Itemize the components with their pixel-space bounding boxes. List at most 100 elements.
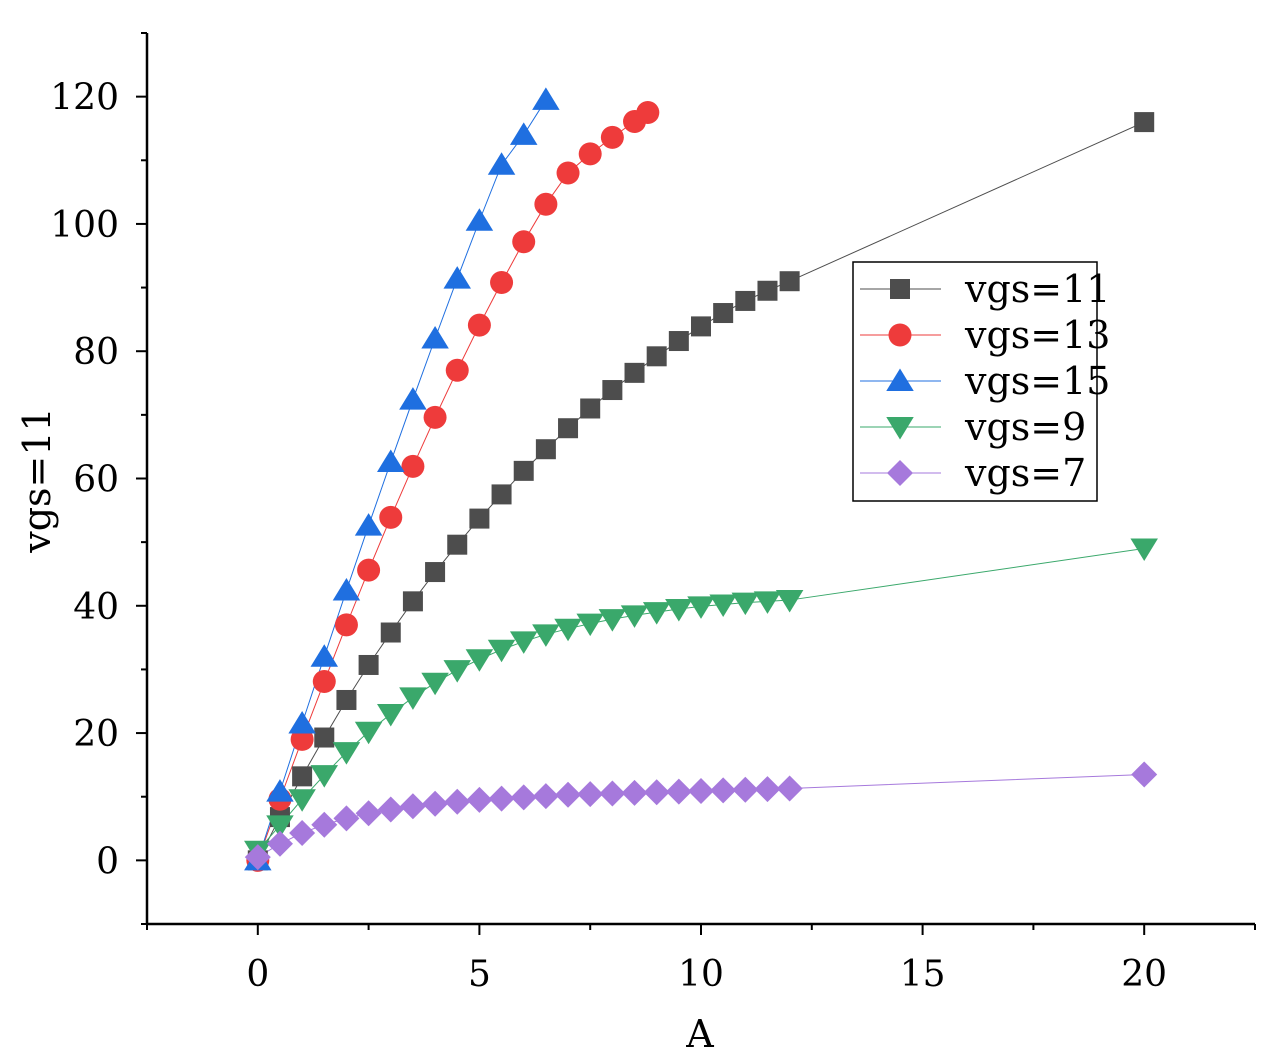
data-point-5 — [444, 788, 471, 815]
x-axis-title: A — [685, 1012, 714, 1056]
data-point-1 — [646, 346, 667, 367]
legend-marker — [890, 279, 910, 299]
legend-marker — [886, 417, 914, 440]
y-axis-title: vgs=11 — [15, 407, 59, 554]
data-point-3 — [465, 208, 494, 231]
legend-label: vgs=15 — [964, 359, 1111, 403]
data-point-1 — [425, 562, 446, 583]
data-point-3 — [421, 325, 449, 349]
data-point-4 — [509, 631, 538, 654]
data-point-5 — [399, 793, 426, 820]
data-point-1 — [314, 727, 335, 748]
y-tick-label: 60 — [73, 460, 119, 501]
legend-label: vgs=9 — [964, 405, 1086, 449]
data-point-2 — [401, 454, 425, 478]
y-tick-label: 120 — [50, 78, 119, 119]
data-point-5 — [621, 779, 648, 806]
data-point-5 — [466, 786, 493, 813]
data-point-4 — [266, 815, 294, 838]
data-point-4 — [753, 591, 782, 614]
data-point-5 — [377, 796, 404, 823]
data-point-1 — [513, 460, 534, 481]
data-point-1 — [292, 766, 313, 787]
legend-label: vgs=11 — [964, 267, 1111, 311]
data-point-3 — [332, 578, 361, 601]
data-point-1 — [691, 316, 711, 337]
data-point-4 — [620, 605, 649, 628]
x-tick-label: 10 — [678, 954, 724, 995]
data-point-2 — [534, 192, 558, 216]
legend-marker — [886, 368, 914, 391]
data-point-2 — [512, 230, 536, 254]
data-point-4 — [554, 618, 582, 642]
data-point-1 — [602, 380, 623, 401]
data-point-5 — [311, 811, 338, 838]
data-point-4 — [598, 609, 627, 632]
data-point-2 — [357, 558, 381, 582]
data-point-5 — [643, 779, 670, 806]
data-point-4 — [332, 742, 361, 765]
data-point-5 — [1131, 761, 1158, 788]
data-point-4 — [354, 721, 383, 745]
data-point-3 — [310, 644, 339, 667]
data-point-1 — [757, 280, 778, 301]
data-point-1 — [735, 290, 756, 311]
data-point-5 — [488, 785, 515, 812]
legend-label: vgs=13 — [964, 313, 1111, 357]
data-point-2 — [467, 313, 491, 337]
legend-marker — [888, 323, 912, 347]
x-tick-label: 0 — [246, 954, 269, 995]
data-point-4 — [687, 596, 715, 619]
data-point-1 — [580, 398, 601, 419]
data-point-4 — [421, 672, 449, 696]
data-point-2 — [490, 270, 514, 294]
axes: 0 5 10 15 20 0 20 40 60 80 100 120 — [50, 32, 1256, 995]
data-point-4 — [775, 590, 804, 613]
data-point-5 — [776, 775, 803, 802]
data-point-5 — [732, 776, 759, 803]
data-point-1 — [402, 591, 423, 612]
data-point-1 — [713, 303, 734, 324]
x-tick-label: 5 — [468, 954, 491, 995]
data-point-5 — [333, 805, 360, 832]
y-tick-label: 20 — [73, 714, 119, 755]
data-point-2 — [556, 161, 580, 185]
data-point-5 — [555, 781, 582, 808]
data-point-5 — [266, 830, 293, 857]
data-point-2 — [334, 613, 358, 637]
data-point-1 — [779, 271, 800, 292]
data-point-4 — [642, 602, 671, 625]
data-point-2 — [445, 358, 469, 382]
data-point-4 — [576, 613, 604, 637]
data-point-2 — [578, 142, 602, 166]
data-point-2 — [423, 405, 447, 429]
data-point-2 — [379, 505, 403, 529]
data-point-3 — [509, 122, 538, 145]
data-point-3 — [443, 266, 471, 289]
data-point-5 — [289, 819, 316, 846]
data-point-4 — [532, 624, 560, 647]
data-point-5 — [665, 778, 692, 805]
data-point-4 — [399, 687, 427, 710]
data-point-1 — [469, 508, 490, 529]
data-point-1 — [558, 418, 579, 439]
data-point-4 — [731, 592, 760, 616]
data-point-5 — [355, 800, 382, 827]
data-point-1 — [380, 622, 401, 643]
data-point-1 — [1134, 112, 1155, 133]
data-point-3 — [266, 779, 294, 802]
data-point-5 — [422, 790, 449, 817]
data-point-5 — [710, 777, 737, 804]
data-point-1 — [336, 689, 357, 710]
data-point-3 — [288, 711, 316, 734]
data-point-3 — [487, 152, 516, 175]
data-point-1 — [447, 534, 468, 555]
series-line-2 — [257, 112, 649, 861]
data-point-5 — [754, 776, 781, 803]
data-point-2 — [290, 727, 314, 751]
series-markers — [244, 87, 1158, 872]
data-point-4 — [288, 789, 316, 812]
data-point-4 — [487, 639, 516, 663]
